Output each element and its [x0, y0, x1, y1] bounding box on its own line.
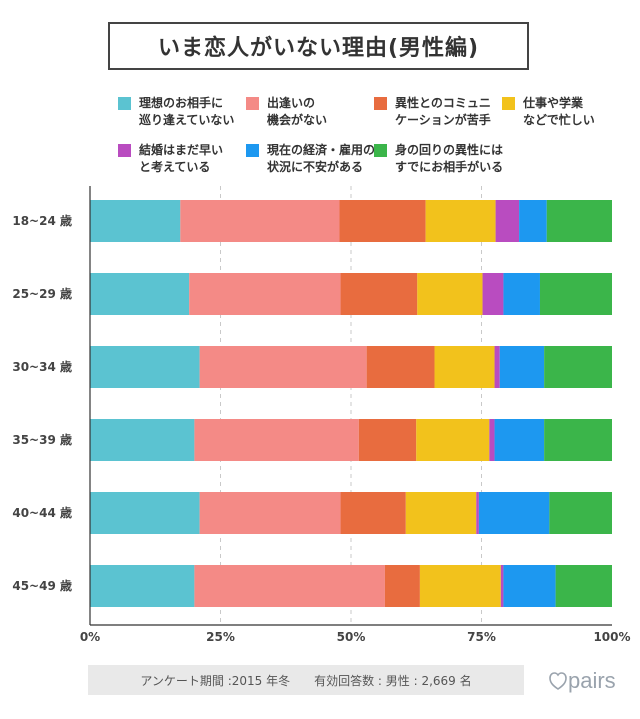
bar-segment — [500, 565, 504, 607]
respondent-count: 有効回答数 : 男性 : 2,669 名 — [314, 673, 472, 688]
x-tick-label: 25% — [206, 630, 235, 644]
legend-item: 現在の経済・雇用の 状況に不安がある — [246, 142, 375, 176]
stacked-bar-chart: 0% 25% 50% 75% 100% 18~24 歳 25~29 歳 30~34 歳 35~3… — [12, 186, 631, 644]
bar-segment — [90, 565, 195, 607]
legend-swatch — [502, 97, 515, 110]
legend-label: 現在の経済・雇用の 状況に不安がある — [267, 143, 376, 174]
bar-segment — [476, 492, 479, 534]
heart-bubble-icon — [549, 672, 567, 690]
bar-segment — [340, 273, 418, 315]
legend-swatch — [374, 97, 387, 110]
bar-segment — [544, 419, 612, 461]
legend-label: 異性とのコミュニ ケーションが苦手 — [395, 96, 491, 127]
x-tick-label: 0% — [80, 630, 100, 644]
bar-segment — [499, 346, 545, 388]
bar-segment — [194, 419, 359, 461]
legend-swatch — [246, 97, 259, 110]
category-label: 45~49 歳 — [12, 578, 72, 593]
bar-segment — [478, 492, 550, 534]
legend-label: 仕事や学業 などで忙しい — [523, 96, 595, 127]
pairs-logo: pairs — [548, 668, 616, 694]
chart-title-box: いま恋人がいない理由(男性編) — [108, 22, 529, 70]
x-tick-label: 50% — [337, 630, 366, 644]
legend-swatch — [374, 144, 387, 157]
x-tick-label: 100% — [593, 630, 630, 644]
legend-item: 理想のお相手に 巡り逢えていない — [118, 95, 234, 129]
bar-segment — [494, 419, 545, 461]
survey-period: アンケート期間 :2015 年冬 — [140, 673, 291, 688]
bar-segment — [90, 200, 181, 242]
legend-item: 異性とのコミュニ ケーションが苦手 — [374, 95, 491, 129]
bar-segment — [180, 200, 340, 242]
bar-segment — [489, 419, 495, 461]
legend-label: 出逢いの 機会がない — [267, 96, 328, 127]
bar-segment — [384, 565, 420, 607]
bar-segment — [90, 346, 200, 388]
legend-swatch — [246, 144, 259, 157]
legend-item: 結婚はまだ早い と考えている — [118, 142, 223, 176]
bar-segment — [539, 273, 612, 315]
bar-segment — [199, 346, 367, 388]
bar-segment — [425, 200, 496, 242]
survey-footer: アンケート期間 :2015 年冬 有効回答数 : 男性 : 2,669 名 — [88, 665, 524, 695]
legend-label: 結婚はまだ早い と考えている — [139, 143, 224, 174]
logo-text: pairs — [568, 668, 616, 693]
legend-swatch — [118, 144, 131, 157]
bar-segment — [90, 492, 200, 534]
bar-segment — [419, 565, 501, 607]
bar-segment — [503, 565, 556, 607]
bar-segment — [555, 565, 612, 607]
category-label: 18~24 歳 — [12, 213, 72, 228]
bar-segment — [416, 419, 490, 461]
bar-segment — [194, 565, 385, 607]
bar-segment — [549, 492, 612, 534]
bar-segment — [434, 346, 495, 388]
bar-segment — [189, 273, 341, 315]
bar-segment — [417, 273, 483, 315]
bar-segment — [90, 419, 195, 461]
x-tick-label: 75% — [467, 630, 496, 644]
bar-segment — [358, 419, 417, 461]
legend-item: 出逢いの 機会がない — [246, 95, 327, 129]
bar-segment — [544, 346, 612, 388]
legend-item: 仕事や学業 などで忙しい — [502, 95, 595, 129]
bar-segment — [366, 346, 435, 388]
category-label: 35~39 歳 — [12, 432, 72, 447]
bar-segment — [482, 273, 504, 315]
legend-label: 理想のお相手に 巡り逢えていない — [139, 96, 235, 127]
bar-segment — [494, 346, 500, 388]
category-label: 25~29 歳 — [12, 286, 72, 301]
legend-label: 身の回りの異性には すでにお相手がいる — [395, 143, 504, 174]
bar-segment — [405, 492, 477, 534]
bar-segment — [546, 200, 612, 242]
chart-title: いま恋人がいない理由(男性編) — [157, 36, 480, 61]
bar-segment — [519, 200, 547, 242]
category-label: 30~34 歳 — [12, 359, 72, 374]
bar-segment — [340, 492, 406, 534]
bar-segment — [199, 492, 341, 534]
bar-segment — [495, 200, 520, 242]
bar-segment — [339, 200, 426, 242]
legend-swatch — [118, 97, 131, 110]
legend-item: 身の回りの異性には すでにお相手がいる — [374, 142, 503, 176]
category-label: 40~44 歳 — [12, 505, 72, 520]
bar-segment — [90, 273, 190, 315]
bar-segment — [503, 273, 540, 315]
